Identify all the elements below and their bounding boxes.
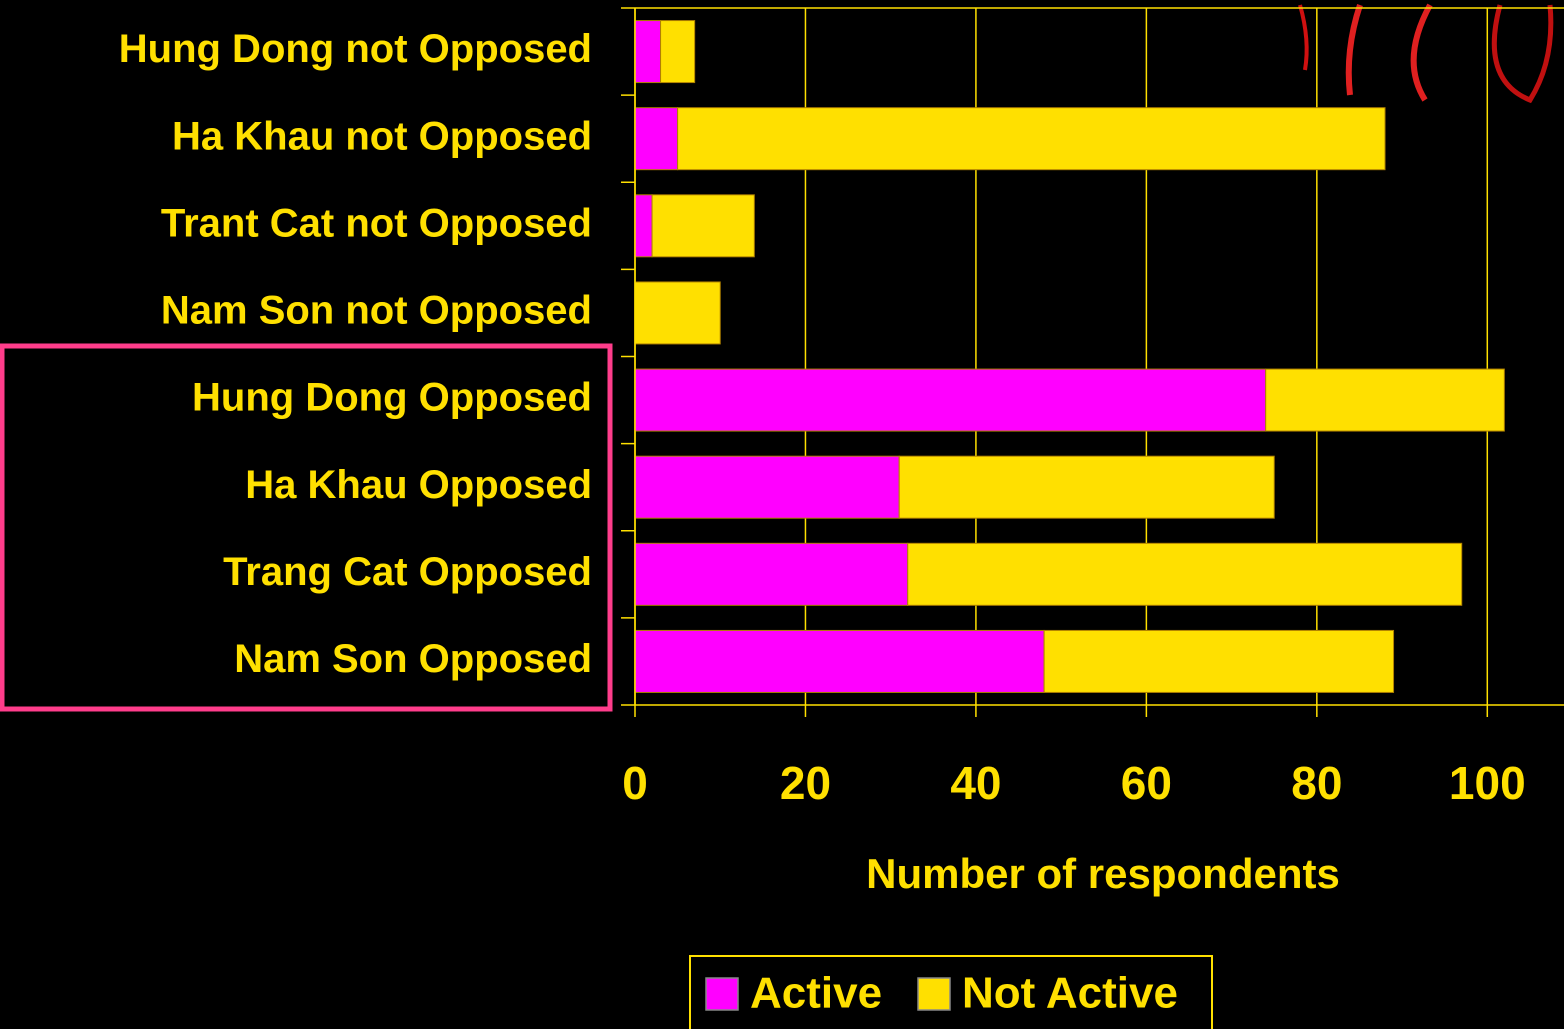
y-tick-label: Ha Khau not Opposed — [172, 114, 592, 158]
legend-swatch — [917, 977, 951, 1011]
legend-swatch — [705, 977, 739, 1011]
legend-label: Not Active — [962, 969, 1178, 1018]
bar-segment — [677, 107, 1386, 171]
y-tick-label: Nam Son not Opposed — [161, 289, 592, 333]
bar-segment — [651, 194, 755, 258]
bar-segment — [634, 542, 909, 606]
bar-segment — [898, 455, 1275, 519]
bar-segment — [634, 368, 1267, 432]
legend-label: Active — [750, 969, 882, 1018]
x-axis-title: Number of respondents — [866, 850, 1340, 897]
bar-segment — [660, 20, 696, 84]
y-tick-label: Trant Cat not Opposed — [161, 201, 592, 245]
legend-box — [689, 955, 1213, 1029]
bar-segment — [634, 629, 1045, 693]
decoration — [1298, 4, 1309, 71]
bar-segment — [634, 281, 721, 345]
decoration — [1345, 4, 1363, 96]
x-tick-label: 20 — [780, 757, 831, 809]
y-tick-label: Trang Cat Opposed — [223, 550, 592, 594]
bar-segment — [907, 542, 1463, 606]
bar-segment — [634, 194, 653, 258]
decoration — [1491, 4, 1554, 104]
bar-segment — [634, 455, 900, 519]
y-tick-label: Hung Dong not Opposed — [119, 27, 592, 71]
bar-segment — [1265, 368, 1505, 432]
bar-segment — [1043, 629, 1395, 693]
bar-segment — [634, 107, 679, 171]
y-tick-label: Ha Khau Opposed — [245, 463, 592, 507]
x-tick-label: 80 — [1291, 757, 1342, 809]
highlight-box — [0, 343, 613, 712]
bar-segment — [634, 20, 662, 84]
decoration — [1410, 3, 1433, 102]
x-tick-label: 100 — [1449, 757, 1526, 809]
y-tick-label: Nam Son Opposed — [234, 637, 592, 681]
x-tick-label: 60 — [1121, 757, 1172, 809]
x-tick-label: 40 — [950, 757, 1001, 809]
y-tick-label: Hung Dong Opposed — [192, 376, 592, 420]
x-tick-label: 0 — [622, 757, 648, 809]
